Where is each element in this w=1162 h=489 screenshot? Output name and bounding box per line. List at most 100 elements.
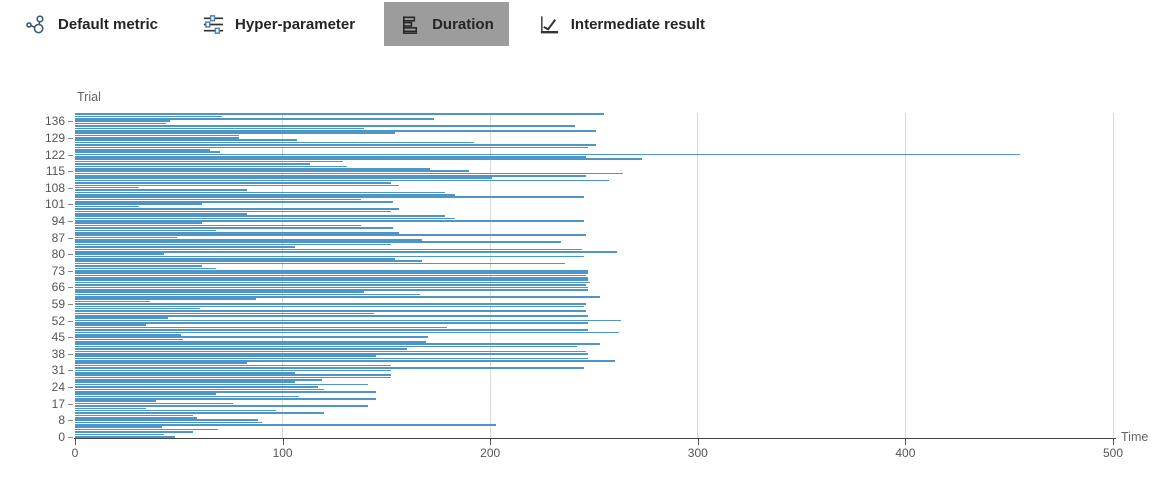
x-tick-mark (905, 439, 907, 445)
x-tick-mark (1113, 439, 1114, 445)
y-tick-label: 8 (58, 413, 65, 428)
duration-bar (75, 229, 217, 232)
y-tick-mark (68, 303, 73, 305)
y-tick-label: 45 (51, 330, 65, 345)
duration-bar (75, 134, 239, 137)
tab-intermediate-result[interactable]: Intermediate result (523, 2, 720, 46)
duration-bar (75, 160, 343, 163)
duration-bar (75, 148, 210, 151)
y-tick-mark (68, 171, 73, 173)
duration-bar (75, 241, 561, 244)
duration-bar (75, 383, 368, 386)
y-tick-mark (68, 353, 73, 355)
duration-bar (75, 310, 586, 312)
duration-bar (75, 371, 296, 374)
duration-bar (75, 409, 277, 412)
duration-bar (75, 122, 167, 125)
duration-bar (75, 376, 391, 379)
duration-bar (75, 194, 455, 196)
duration-bar (75, 217, 455, 220)
duration-bar (75, 341, 426, 343)
duration-bar (75, 165, 347, 168)
y-tick-label: 59 (51, 296, 65, 311)
duration-bar (75, 203, 202, 206)
duration-bar (75, 177, 493, 179)
x-tick-label: 400 (895, 446, 916, 460)
y-tick-label: 115 (45, 164, 65, 179)
duration-bar (75, 156, 586, 158)
duration-bar (75, 220, 584, 222)
duration-bar (75, 298, 256, 300)
x-axis-title: Time (1121, 430, 1149, 444)
duration-bar (75, 424, 497, 426)
y-tick-mark (68, 320, 73, 322)
duration-bar (75, 132, 395, 134)
duration-bar (75, 305, 584, 308)
duration-bar (75, 431, 194, 433)
tab-hyper-parameter[interactable]: Hyper-parameter (187, 2, 370, 46)
y-axis-title: Trial (77, 90, 101, 104)
duration-bar (75, 322, 588, 324)
duration-bar (75, 293, 420, 296)
tab-default-metric[interactable]: Default metric (10, 2, 173, 46)
duration-bar (75, 243, 391, 246)
duration-bar (75, 125, 576, 127)
duration-bar (75, 307, 200, 310)
y-tick-label: 136 (44, 114, 65, 129)
duration-bar (75, 215, 445, 217)
y-tick-mark (68, 420, 73, 422)
y-tick-mark (68, 237, 73, 239)
duration-bar (75, 386, 318, 388)
x-axis-line (74, 438, 1116, 439)
duration-bar (75, 274, 586, 277)
duration-bar (75, 317, 169, 319)
duration-bar (75, 338, 183, 341)
duration-bar (75, 284, 586, 286)
duration-bar (75, 205, 140, 208)
duration-bar (75, 374, 391, 376)
tab-label: Hyper-parameter (235, 15, 356, 33)
x-tick-label: 500 (1102, 446, 1124, 460)
duration-bar (75, 172, 624, 175)
duration-bar (75, 208, 399, 210)
duration-bar (75, 416, 198, 419)
y-tick-mark (68, 337, 73, 339)
duration-bar (75, 369, 391, 372)
duration-bar (75, 412, 325, 414)
duration-bar (75, 212, 248, 215)
duration-bar (75, 113, 605, 115)
duration-bar (75, 379, 323, 381)
duration-bar (75, 426, 163, 429)
x-tick-label: 100 (272, 446, 293, 460)
duration-bar (75, 260, 422, 263)
duration-bar (75, 250, 617, 253)
duration-bar (75, 324, 146, 327)
y-tick-mark (68, 370, 73, 372)
duration-bar (75, 405, 368, 407)
duration-bar (75, 303, 586, 305)
gridline (904, 113, 906, 438)
duration-bar (75, 139, 298, 142)
x-tick-label: 300 (687, 446, 708, 460)
duration-bar (75, 291, 364, 293)
duration-bar (75, 364, 391, 367)
duration-bar (75, 118, 435, 120)
duration-bar (75, 129, 597, 132)
duration-bar (75, 120, 171, 123)
tab-duration[interactable]: Duration (384, 2, 509, 46)
horizontal-bars-icon (399, 13, 422, 36)
duration-bar (75, 352, 588, 355)
duration-bar (75, 350, 586, 353)
duration-bar (75, 239, 422, 241)
scatter-cluster-icon (25, 13, 48, 36)
y-tick-label: 66 (51, 280, 65, 295)
duration-bar (75, 210, 391, 213)
duration-bar (75, 300, 150, 303)
x-tick-mark (75, 439, 76, 445)
y-tick-label: 108 (44, 180, 65, 195)
duration-bar (75, 362, 248, 365)
line-chart-icon (538, 13, 561, 36)
duration-bar (75, 179, 609, 182)
duration-bar (75, 234, 586, 236)
y-tick-mark (68, 204, 73, 206)
